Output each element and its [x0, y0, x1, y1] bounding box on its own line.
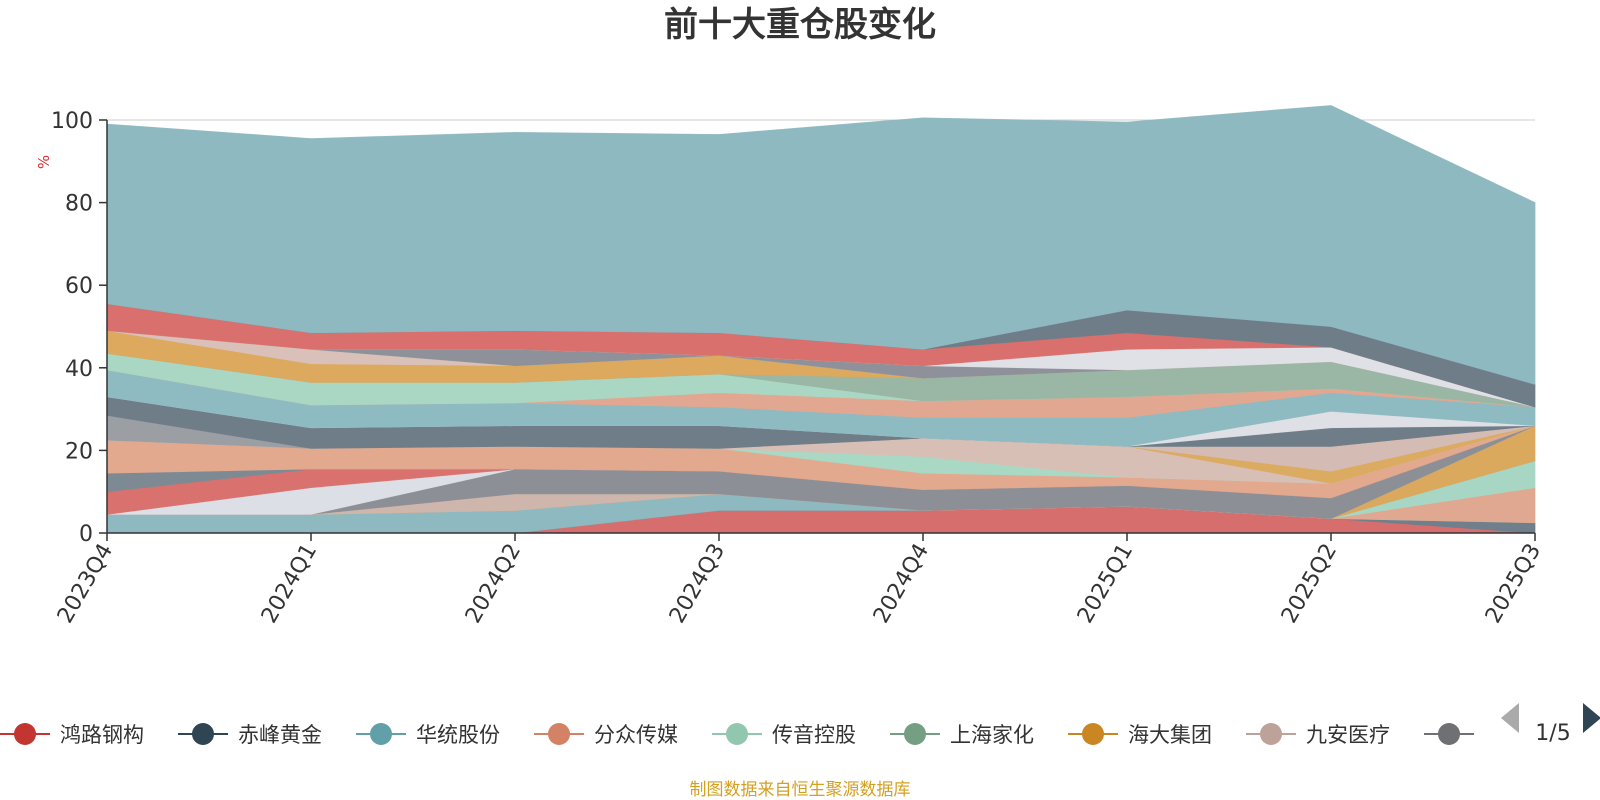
y-tick-label: 20 [65, 439, 93, 464]
legend-prev-page-icon[interactable] [1501, 703, 1519, 733]
legend: 鸿路钢构 赤峰黄金 华统股份 分众传媒 传音控股 上海家化 海大集团 九安医疗 [0, 723, 1474, 747]
legend-marker-icon [1082, 723, 1104, 745]
x-tick-label: 2025Q2 [1277, 540, 1342, 628]
y-tick-label: 0 [79, 522, 93, 547]
legend-page-indicator: 1/5 [1535, 721, 1570, 746]
legend-marker-icon [192, 723, 214, 745]
data-source-note: 制图数据来自恒生聚源数据库 [690, 780, 911, 800]
y-axis-ticks: 0 20 40 60 80 100 [51, 109, 107, 547]
y-tick-label: 100 [51, 109, 93, 134]
legend-item[interactable]: 九安医疗 [1246, 723, 1390, 747]
legend-item[interactable] [1424, 723, 1474, 745]
x-tick-label: 2025Q1 [1073, 540, 1138, 628]
legend-label: 海大集团 [1128, 723, 1212, 747]
x-tick-label: 2025Q3 [1481, 540, 1546, 628]
axes [106, 120, 1535, 534]
legend-next-page-icon[interactable] [1583, 703, 1600, 733]
legend-marker-icon [370, 723, 392, 745]
y-tick-label: 60 [65, 274, 93, 299]
legend-item[interactable]: 赤峰黄金 [178, 723, 322, 747]
legend-item[interactable]: 海大集团 [1068, 723, 1212, 747]
legend-item[interactable]: 鸿路钢构 [0, 723, 144, 747]
legend-item[interactable]: 上海家化 [890, 723, 1034, 747]
y-axis-unit: % [35, 155, 53, 169]
x-tick-label: 2023Q4 [53, 540, 118, 628]
legend-marker-icon [14, 723, 36, 745]
legend-item[interactable]: 华统股份 [356, 723, 500, 747]
legend-marker-icon [1438, 723, 1460, 745]
legend-marker-icon [548, 723, 570, 745]
x-tick-label: 2024Q4 [869, 540, 934, 628]
y-tick-label: 80 [65, 192, 93, 217]
legend-label: 上海家化 [950, 723, 1034, 747]
legend-marker-icon [904, 723, 926, 745]
legend-label: 传音控股 [772, 723, 856, 747]
legend-label: 分众传媒 [594, 723, 678, 747]
legend-item[interactable]: 分众传媒 [534, 723, 678, 747]
area-series-series-31 [106, 105, 1536, 385]
x-tick-label: 2024Q1 [257, 540, 322, 628]
legend-marker-icon [726, 723, 748, 745]
chart-title: 前十大重仓股变化 [664, 5, 936, 45]
legend-label: 鸿路钢构 [60, 723, 144, 747]
legend-marker-icon [1260, 723, 1282, 745]
x-axis-ticks: 2023Q4 2024Q1 2024Q2 2024Q3 2024Q4 2025Q1 2025… [53, 533, 1546, 628]
legend-label: 九安医疗 [1306, 723, 1390, 747]
legend-pager: 1/5 [1501, 703, 1600, 746]
legend-label: 赤峰黄金 [238, 723, 322, 747]
legend-label: 华统股份 [416, 723, 500, 747]
x-tick-label: 2024Q3 [665, 540, 730, 628]
x-tick-label: 2024Q2 [461, 540, 526, 628]
area-series-group [106, 105, 1536, 534]
legend-item[interactable]: 传音控股 [712, 723, 856, 747]
y-tick-label: 40 [65, 357, 93, 382]
